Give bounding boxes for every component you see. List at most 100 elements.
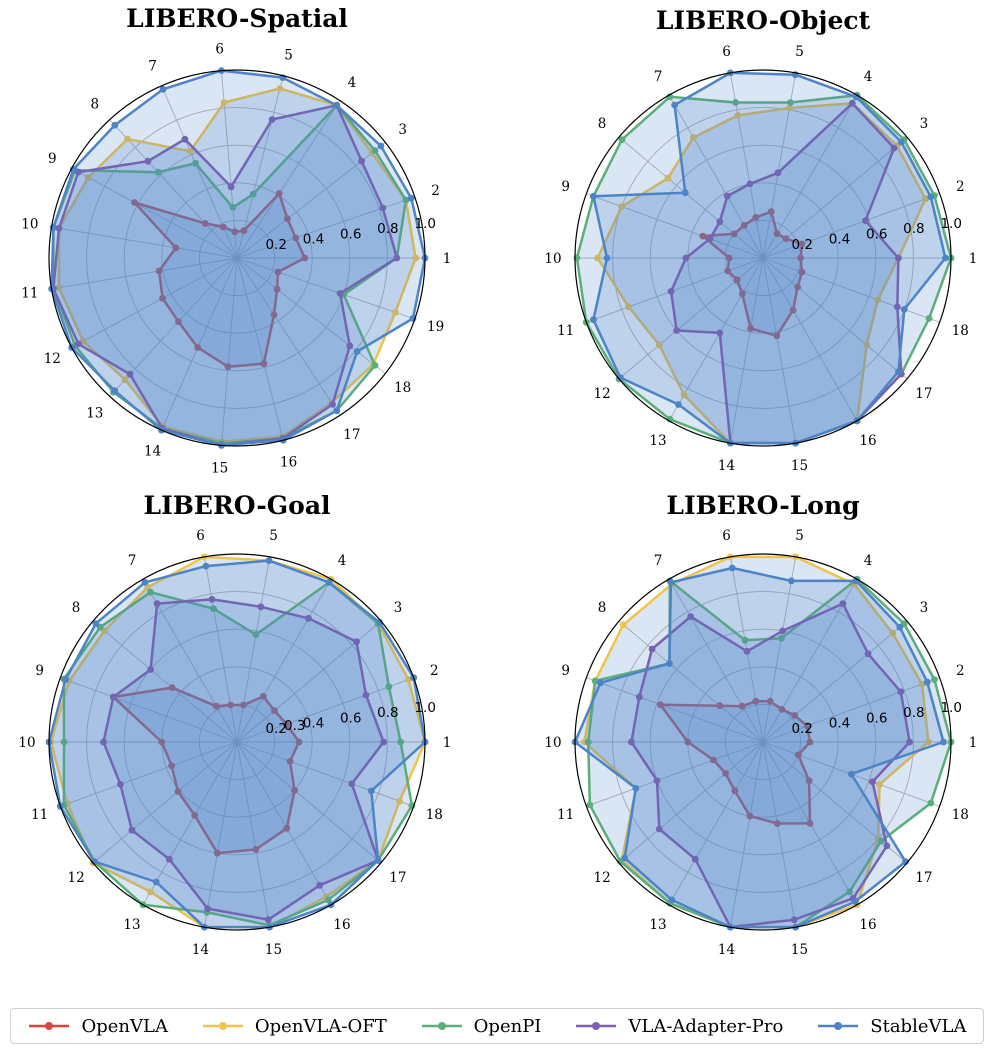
- data-point-openvla-13: [175, 318, 182, 325]
- category-label: 5: [795, 528, 804, 544]
- data-point-openvla-8: [168, 684, 176, 691]
- data-point-openvla-oft-11: [55, 284, 63, 292]
- grid-spoke: [161, 257, 238, 431]
- grid-spoke: [729, 741, 764, 928]
- category-label: 11: [21, 286, 38, 302]
- grid-spoke: [236, 741, 332, 906]
- category-label: 11: [557, 807, 574, 823]
- data-point-openvla-13: [191, 811, 199, 819]
- data-point-vla-adapter-pro-2: [362, 691, 370, 699]
- data-point-openvla-4: [778, 706, 786, 713]
- data-point-vla-adapter-pro-12: [655, 825, 663, 833]
- polar-spine: [574, 553, 952, 931]
- data-point-openvla-18: [286, 757, 294, 765]
- data-point-stablevla-9: [590, 192, 597, 200]
- category-label: 14: [144, 443, 161, 459]
- data-point-stablevla-5: [788, 577, 795, 585]
- series-area-stablevla: [49, 560, 425, 928]
- data-point-vla-adapter-pro-6: [743, 647, 751, 655]
- data-point-stablevla-4: [325, 579, 333, 586]
- polar-spine: [574, 69, 952, 447]
- data-point-openvla-9: [699, 232, 707, 240]
- grid-spoke: [586, 741, 764, 807]
- grid-spoke: [92, 741, 238, 864]
- data-point-openpi-5: [252, 631, 260, 638]
- series-area-openvla: [113, 687, 299, 854]
- category-label: 8: [598, 600, 607, 616]
- legend-label-stablevla: StableVLA: [870, 1015, 967, 1037]
- data-point-openvla-16: [806, 820, 814, 827]
- data-point-openvla-2: [292, 234, 300, 242]
- grid-spoke: [762, 556, 797, 743]
- data-point-stablevla-18: [367, 787, 375, 795]
- data-point-openvla-8: [716, 702, 724, 710]
- category-label: 15: [265, 942, 282, 958]
- data-point-vla-adapter-pro-7: [687, 613, 694, 620]
- grid-spoke: [668, 578, 764, 743]
- grid-spoke: [236, 556, 271, 743]
- data-point-stablevla-11: [632, 784, 640, 792]
- data-point-openvla-oft-13: [680, 391, 688, 399]
- data-point-vla-adapter-pro-12: [74, 340, 82, 348]
- series-area-vla-adapter-pro: [671, 103, 902, 444]
- data-point-vla-adapter-pro-19: [336, 290, 344, 297]
- data-point-openvla-3: [791, 712, 799, 719]
- category-label: 2: [956, 179, 965, 195]
- grid-spoke: [236, 741, 271, 928]
- data-point-openpi-8: [154, 168, 162, 176]
- radial-tick-label: 0.2: [791, 237, 812, 253]
- category-label: 7: [148, 59, 157, 75]
- category-label: 13: [86, 406, 103, 422]
- data-point-openvla-oft-3: [889, 629, 896, 637]
- grid-spoke: [586, 257, 764, 323]
- grid-spoke: [236, 100, 341, 259]
- data-point-openvla-10: [158, 738, 166, 746]
- data-point-openvla-12: [733, 276, 741, 284]
- data-point-stablevla-6: [202, 562, 210, 570]
- legend-label-vla-adapter-pro: VLA-Adapter-Pro: [628, 1015, 784, 1037]
- data-point-openvla-19: [274, 268, 282, 276]
- data-point-vla-adapter-pro-3: [353, 638, 360, 646]
- grid-spoke: [762, 257, 858, 422]
- grid-spoke: [51, 226, 238, 259]
- data-point-vla-adapter-pro-13: [716, 329, 724, 337]
- data-point-vla-adapter-pro-12: [673, 327, 680, 334]
- data-point-stablevla-18: [353, 348, 361, 355]
- data-point-openvla-9: [657, 701, 664, 709]
- data-point-openvla-oft-2: [918, 680, 926, 688]
- data-point-openvla-17: [794, 283, 801, 291]
- grid-spoke: [71, 257, 238, 348]
- data-point-vla-adapter-pro-10: [628, 738, 635, 746]
- data-point-openvla-6: [231, 228, 239, 236]
- data-point-stablevla-7: [671, 101, 678, 109]
- data-point-stablevla-2: [927, 193, 935, 201]
- category-label: 4: [348, 75, 357, 91]
- data-point-openpi-18: [925, 315, 933, 322]
- grid-spoke: [762, 193, 940, 259]
- polar-spine: [48, 69, 426, 447]
- data-point-vla-adapter-pro-18: [893, 303, 901, 311]
- series-area-stablevla: [575, 568, 944, 928]
- radial-tick-label: 0.3: [284, 718, 305, 734]
- data-point-openvla-oft-12: [655, 341, 663, 349]
- category-label: 12: [594, 870, 611, 886]
- category-label: 18: [952, 807, 969, 823]
- category-label: 18: [952, 323, 969, 339]
- legend-item-openvla-oft: OpenVLA-OFT: [201, 1016, 387, 1037]
- data-point-vla-adapter-pro-4: [839, 600, 847, 607]
- data-point-openvla-oft-18: [874, 296, 882, 304]
- grid-spoke: [668, 741, 764, 906]
- grid-spoke: [236, 741, 414, 807]
- category-label: 1: [969, 735, 978, 751]
- data-point-vla-adapter-pro-18: [348, 780, 356, 788]
- data-point-openvla-oft-6: [734, 112, 742, 119]
- data-point-openvla-6: [752, 213, 760, 221]
- data-point-stablevla-4: [333, 101, 341, 109]
- data-point-vla-adapter-pro-3: [890, 144, 898, 152]
- data-point-vla-adapter-pro-7: [153, 600, 161, 607]
- data-point-openvla-oft-18: [396, 797, 403, 805]
- data-point-vla-adapter-pro-2: [862, 217, 869, 225]
- data-point-stablevla-3: [897, 138, 905, 146]
- legend-label-openvla-oft: OpenVLA-OFT: [254, 1015, 387, 1037]
